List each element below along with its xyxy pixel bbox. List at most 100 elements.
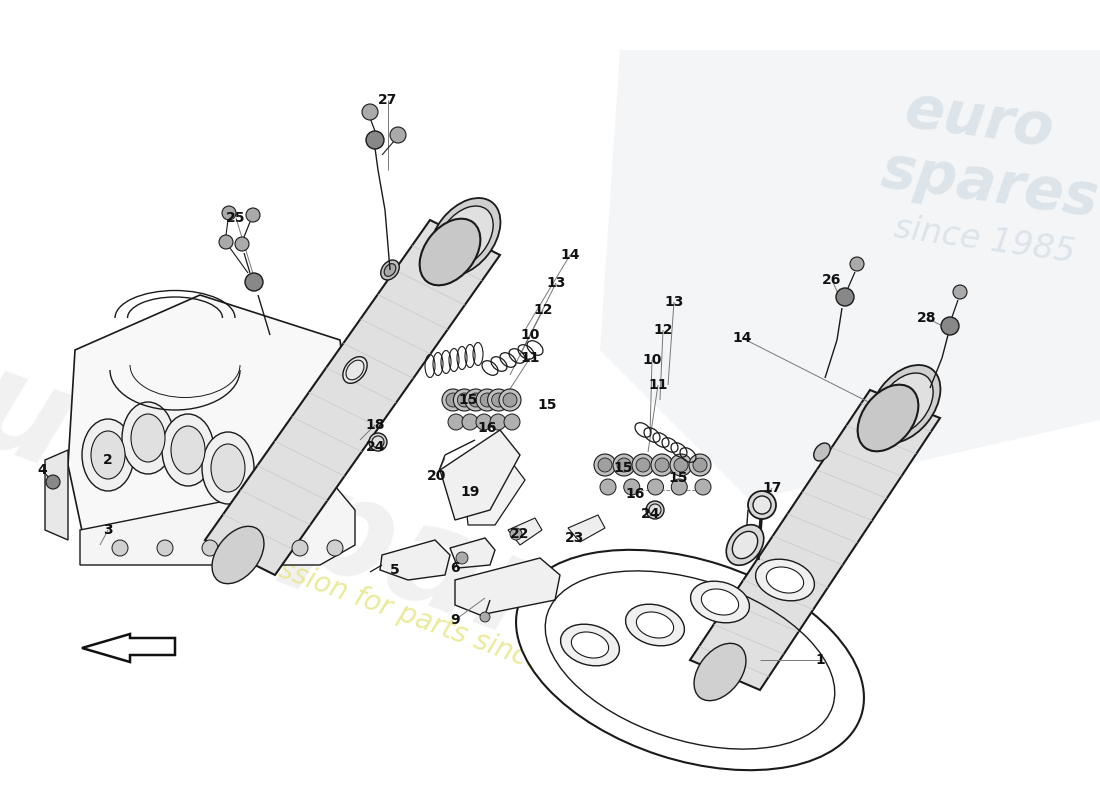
Text: 1: 1 [815, 653, 825, 667]
Text: 5: 5 [390, 563, 400, 577]
Text: 23: 23 [565, 531, 585, 545]
Text: 17: 17 [762, 481, 782, 495]
Polygon shape [455, 558, 560, 615]
Ellipse shape [649, 504, 661, 516]
Circle shape [598, 458, 612, 472]
Text: 6: 6 [450, 561, 460, 575]
Circle shape [112, 540, 128, 556]
Circle shape [654, 458, 669, 472]
Circle shape [636, 458, 650, 472]
Ellipse shape [571, 632, 608, 658]
Text: 4: 4 [37, 463, 47, 477]
Circle shape [674, 458, 688, 472]
Circle shape [492, 393, 506, 407]
Circle shape [476, 414, 492, 430]
Text: 19: 19 [460, 485, 480, 499]
Circle shape [670, 454, 692, 476]
Ellipse shape [637, 612, 673, 638]
Circle shape [245, 273, 263, 291]
Circle shape [219, 235, 233, 249]
Circle shape [481, 393, 494, 407]
Circle shape [453, 389, 475, 411]
Ellipse shape [767, 567, 804, 593]
Circle shape [953, 285, 967, 299]
Circle shape [469, 393, 483, 407]
Text: 24: 24 [641, 507, 661, 521]
Text: 16: 16 [625, 487, 645, 501]
Ellipse shape [381, 260, 399, 280]
Circle shape [446, 393, 460, 407]
Ellipse shape [561, 624, 619, 666]
Text: 10: 10 [642, 353, 662, 367]
Text: 11: 11 [648, 378, 668, 392]
Circle shape [476, 389, 498, 411]
Ellipse shape [162, 414, 214, 486]
Text: 2: 2 [103, 453, 113, 467]
Circle shape [693, 458, 707, 472]
Ellipse shape [384, 264, 396, 276]
Text: 20: 20 [427, 469, 447, 483]
Circle shape [248, 540, 263, 556]
Ellipse shape [626, 604, 684, 646]
Polygon shape [68, 295, 350, 555]
Ellipse shape [694, 643, 746, 701]
Circle shape [632, 454, 654, 476]
Text: 3: 3 [103, 523, 113, 537]
Circle shape [504, 414, 520, 430]
Ellipse shape [211, 444, 245, 492]
Circle shape [462, 414, 478, 430]
Circle shape [671, 479, 688, 495]
Text: 14: 14 [733, 331, 751, 345]
Circle shape [458, 393, 472, 407]
Ellipse shape [122, 402, 174, 474]
Polygon shape [690, 390, 940, 690]
Text: 11: 11 [520, 351, 540, 365]
Circle shape [235, 237, 249, 251]
Circle shape [46, 475, 60, 489]
Ellipse shape [212, 526, 264, 584]
Polygon shape [440, 430, 520, 520]
Text: 22: 22 [510, 527, 530, 541]
Circle shape [510, 528, 522, 540]
Ellipse shape [748, 491, 775, 519]
Text: 24: 24 [366, 440, 386, 454]
Text: 15: 15 [669, 471, 688, 485]
Ellipse shape [516, 550, 864, 770]
Text: 16: 16 [477, 421, 497, 435]
Circle shape [292, 540, 308, 556]
Ellipse shape [702, 589, 738, 615]
Text: 13: 13 [547, 276, 565, 290]
Text: 15: 15 [537, 398, 557, 412]
Text: 28: 28 [917, 311, 937, 325]
Circle shape [442, 389, 464, 411]
Ellipse shape [646, 501, 664, 519]
Text: 15: 15 [459, 393, 477, 407]
Ellipse shape [368, 433, 387, 451]
Text: 27: 27 [378, 93, 398, 107]
Circle shape [465, 389, 487, 411]
Circle shape [651, 454, 673, 476]
Circle shape [490, 414, 506, 430]
Ellipse shape [437, 206, 493, 268]
Text: 18: 18 [365, 418, 385, 432]
Text: 14: 14 [560, 248, 580, 262]
Circle shape [246, 208, 260, 222]
Circle shape [503, 393, 517, 407]
Ellipse shape [858, 385, 918, 451]
Circle shape [594, 454, 616, 476]
Circle shape [850, 257, 864, 271]
Circle shape [480, 612, 490, 622]
Circle shape [157, 540, 173, 556]
Ellipse shape [691, 581, 749, 623]
Circle shape [600, 479, 616, 495]
Ellipse shape [877, 373, 933, 435]
Circle shape [366, 131, 384, 149]
Text: 9: 9 [450, 613, 460, 627]
Text: since 1985: since 1985 [892, 211, 1078, 269]
Text: euro: euro [902, 82, 1058, 158]
Polygon shape [45, 450, 68, 540]
Ellipse shape [419, 218, 481, 286]
Circle shape [202, 540, 218, 556]
Ellipse shape [372, 436, 384, 448]
Text: 26: 26 [823, 273, 842, 287]
